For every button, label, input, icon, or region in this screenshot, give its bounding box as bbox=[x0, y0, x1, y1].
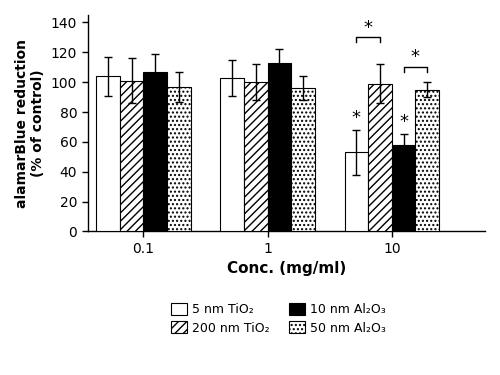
Legend: 5 nm TiO₂, 200 nm TiO₂, 10 nm Al₂O₃, 50 nm Al₂O₃: 5 nm TiO₂, 200 nm TiO₂, 10 nm Al₂O₃, 50 … bbox=[166, 298, 390, 340]
Bar bbox=[291, 88, 315, 231]
Bar bbox=[167, 87, 190, 231]
Text: *: * bbox=[364, 19, 372, 37]
Bar bbox=[220, 78, 244, 231]
Bar bbox=[268, 63, 291, 231]
Bar bbox=[416, 90, 439, 231]
Bar bbox=[244, 82, 268, 231]
Bar bbox=[144, 72, 167, 231]
Y-axis label: alamarBlue reduction
(% of control): alamarBlue reduction (% of control) bbox=[15, 39, 45, 208]
Bar bbox=[96, 76, 120, 231]
Text: *: * bbox=[399, 113, 408, 131]
Bar bbox=[392, 145, 415, 231]
Bar bbox=[120, 81, 144, 231]
Bar bbox=[344, 152, 368, 231]
Bar bbox=[368, 84, 392, 231]
X-axis label: Conc. (mg/ml): Conc. (mg/ml) bbox=[226, 261, 346, 276]
Text: *: * bbox=[411, 48, 420, 66]
Text: *: * bbox=[352, 109, 361, 127]
